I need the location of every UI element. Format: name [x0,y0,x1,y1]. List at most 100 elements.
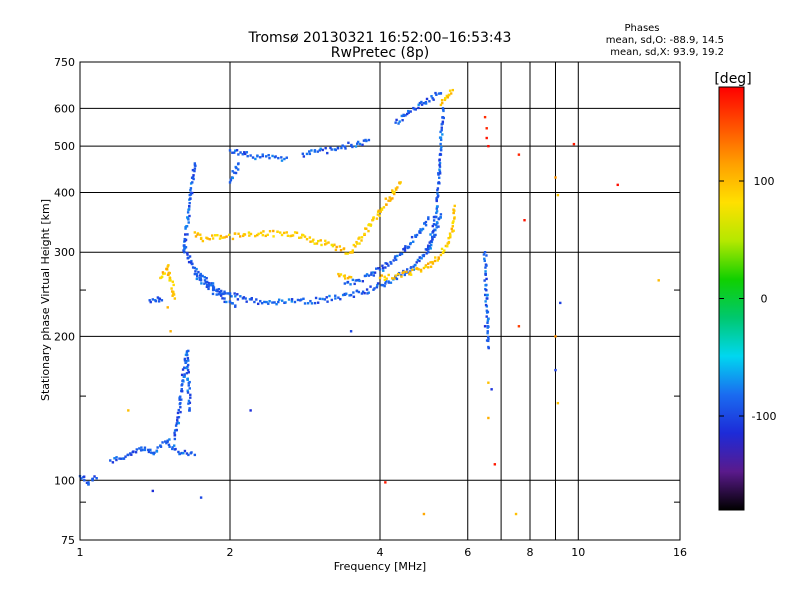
echo-point [173,437,177,441]
echo-point [381,283,385,287]
echo-point [437,92,441,95]
echo-point [166,306,169,309]
echo-point [365,139,368,143]
echo-point [191,168,195,172]
echo-point [342,247,346,250]
y-tick-label: 300 [54,246,75,259]
echo-point [419,268,423,272]
echo-point [181,368,185,371]
echo-point [319,147,322,150]
echo-point [398,253,402,256]
echo-point [452,220,455,223]
echo-point [177,408,180,412]
x-tick-label: 16 [673,546,687,559]
echo-point [345,292,348,295]
echo-point [198,278,202,281]
echo-point [165,441,168,445]
echo-point [186,353,189,357]
echo-point [431,238,434,241]
echo-point [430,243,433,247]
echo-point [178,452,182,455]
echo-point [424,220,428,224]
echo-point [293,300,297,304]
echo-point [274,155,277,158]
echo-point [372,274,376,277]
echo-point [485,315,488,318]
echo-point [395,277,399,281]
echo-point [206,280,209,284]
echo-point [309,299,312,303]
echo-point [367,229,370,233]
echo-point [91,479,94,482]
echo-point [387,280,390,283]
echo-point [218,237,222,240]
echo-point [435,197,438,200]
echo-point [228,181,232,184]
echo-point [439,130,442,134]
echo-point [169,279,172,282]
echo-point [433,228,436,231]
echo-point [93,475,96,478]
echo-point [205,285,209,289]
echo-point [266,233,269,237]
echo-point [402,113,405,117]
echo-point [87,481,90,484]
echo-point [187,453,190,457]
echo-point [347,141,350,145]
echo-point [409,267,413,270]
echo-point [199,279,203,282]
echo-point [449,234,452,237]
echo-point [343,274,347,277]
echo-point [83,479,86,482]
echo-point [234,171,238,175]
echo-point [267,153,270,157]
echo-point [391,189,394,192]
echo-point [259,299,262,303]
echo-point [277,300,280,304]
echo-point [272,229,275,233]
echo-point [185,366,188,370]
echo-point [429,233,432,236]
echo-point [217,288,221,291]
echo-point [259,231,263,235]
echo-point [187,221,190,224]
y-tick-label: 75 [61,534,75,547]
echo-point [364,274,368,277]
echo-point [194,270,197,273]
echo-point [394,274,397,277]
echo-point [87,483,90,486]
echo-point [247,231,251,234]
echo-point [195,267,198,271]
echo-point [328,294,331,298]
echo-point [431,96,434,100]
echo-point [143,448,147,452]
echo-point [217,293,221,296]
echo-point [485,289,488,292]
echo-point [431,224,434,228]
echo-point [186,233,189,236]
echo-point [375,217,379,220]
echo-point [280,233,284,237]
echo-point [285,156,288,159]
echo-point [180,373,184,377]
echo-point [241,153,244,156]
echo-point [444,97,447,100]
echo-point [399,252,402,255]
echo-point [446,245,449,248]
echo-point [444,244,448,248]
grid-lines [80,62,680,540]
echo-point [400,114,403,118]
echo-point [449,92,453,95]
echo-point [82,475,86,478]
y-tick-label: 750 [54,56,75,69]
echo-point [213,288,216,291]
echo-point [303,302,307,305]
echo-point [441,101,444,105]
echo-point [356,140,360,144]
echo-point [486,297,489,300]
echo-point [425,252,428,255]
echo-point [382,206,386,209]
stats-x-mode: mean, sd,X: 93.9, 19.2 [610,47,724,58]
echo-point [483,251,487,254]
echo-point [517,325,521,328]
